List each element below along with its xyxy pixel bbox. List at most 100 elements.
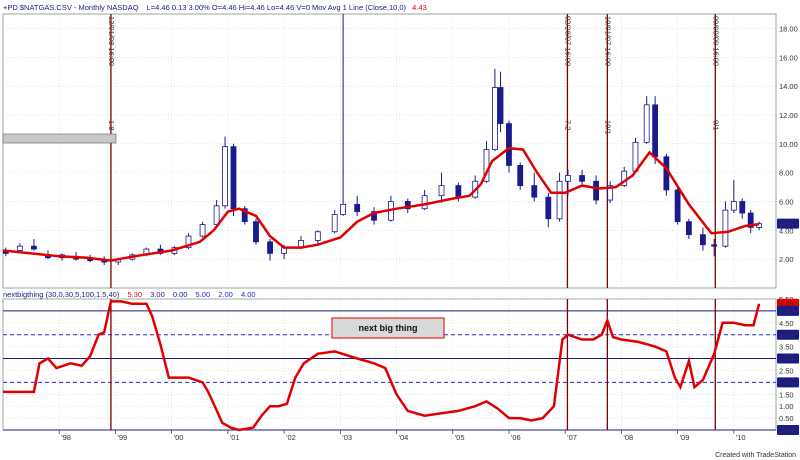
candle-body: [222, 146, 228, 207]
event-marker-label: 09/09/09 16:00: [711, 16, 720, 66]
price-grid: [3, 14, 776, 288]
event-markers: 12/01/98 16:00 1.8 02/28/07 16:00 7.2 10/01/…: [107, 14, 720, 288]
candle-body: [230, 146, 237, 210]
annotation-box: next big thing: [331, 317, 445, 339]
price-tick-label: 2.00: [779, 255, 794, 264]
price-tick-label: 14.00: [779, 82, 798, 91]
indicator-value-tag: [777, 353, 799, 364]
candle-body: [354, 203, 361, 212]
candle-body: [331, 214, 338, 233]
candle-body: [565, 175, 571, 182]
candle-body: [685, 221, 692, 236]
price-tick-label: 6.00: [779, 197, 794, 206]
moving-average-line: [2, 146, 760, 262]
indicator-tick-label: 0.50: [779, 414, 794, 423]
x-tick-label: '05: [455, 433, 465, 442]
indicator-value-3: 0.00: [173, 290, 188, 299]
quote-stats: L=4.46 0.13 3.00% O=4.46 Hi=4.46 Lo=4.46…: [147, 3, 407, 12]
chart-header: +PD $NATGAS.CSV - Monthly NASDAQ L=4.46 …: [3, 3, 427, 12]
event-marker-sublabel: 9/1: [711, 120, 720, 130]
indicator-value-tag: [777, 305, 799, 316]
event-marker-sublabel: 1.8: [107, 120, 116, 130]
indicator-value-tag-label: 5.00: [779, 307, 794, 316]
x-tick-label: '10: [736, 433, 746, 442]
indicator-value-5: 2.00: [218, 290, 233, 299]
last-price-tag: 4.46: [777, 218, 799, 229]
indicator-label: nextbigthing (30,0,30,5,100,1.5,40): [3, 290, 120, 299]
candle-body: [16, 245, 23, 251]
candle-body: [185, 235, 192, 249]
indicator-value-tag: [777, 377, 799, 388]
candles: [2, 14, 763, 265]
candle-body: [213, 205, 220, 225]
footer-credit: Created with TradeStation: [715, 452, 796, 459]
indicator-tick-label: 4.50: [779, 319, 794, 328]
x-tick-label: '02: [286, 433, 296, 442]
indicator-value-tag-label: 0.00: [779, 426, 794, 435]
candle-body: [700, 234, 706, 246]
indicator-header: nextbigthing (30,0,30,5,100,1.5,40) 5.30…: [3, 290, 256, 299]
candle-body: [267, 241, 273, 254]
x-tick-label: '00: [174, 433, 184, 442]
indicator-line: [3, 300, 761, 432]
candle-body: [497, 87, 504, 125]
candle-body: [314, 231, 321, 241]
price-tick-label: 12.00: [779, 111, 798, 120]
indicator-value-tags: 5.305.00 4.00 3.00 2.00 0.00: [777, 298, 799, 435]
price-panel: 2.00 4.00 6.00 8.00 10.00 12.00 14.00 16.00 18.0…: [2, 13, 799, 289]
candle-body: [531, 185, 538, 198]
x-tick-label: '04: [399, 433, 409, 442]
indicator-value-tag: [777, 329, 799, 340]
annotation-text: next big thing: [359, 323, 418, 333]
x-tick-label: '99: [117, 433, 127, 442]
indicator-value-tag: [777, 425, 799, 435]
x-tick-label: '07: [567, 433, 577, 442]
indicator-tick-label: 1.00: [779, 402, 794, 411]
event-marker-label: 02/28/07 16:00: [563, 16, 572, 66]
candle-body: [739, 201, 746, 214]
indicator-tick-label: 1.50: [779, 390, 794, 399]
candle-body: [517, 165, 524, 187]
price-tick-label: 8.00: [779, 169, 794, 178]
candle-body: [455, 185, 462, 198]
candle-body: [199, 224, 206, 237]
indicator-value-2: 3.00: [150, 290, 165, 299]
candle-body: [340, 203, 347, 215]
price-panel-frame: [2, 13, 777, 289]
symbol-label: +PD $NATGAS.CSV - Monthly NASDAQ: [3, 3, 139, 12]
price-tick-label: 18.00: [779, 24, 798, 33]
candle-body: [404, 201, 411, 210]
candle-body: [438, 185, 445, 197]
price-tick-label: 4.00: [779, 226, 794, 235]
indicator-tick-label: 2.50: [779, 366, 794, 375]
event-marker-sublabel: 10/1: [603, 120, 612, 135]
indicator-value-tag-label: 4.00: [779, 331, 794, 340]
candle-body: [730, 201, 737, 211]
price-tick-label: 16.00: [779, 53, 798, 62]
candle-body: [652, 104, 659, 158]
legend-swatch: [2, 133, 117, 144]
last-price-label: 4.46: [779, 220, 794, 229]
indicator-value-tag-label: 5.30: [779, 300, 794, 309]
ma-value: 4.43: [412, 3, 427, 12]
candle-body: [371, 211, 377, 221]
indicator-value-1: 5.30: [127, 290, 142, 299]
event-marker-label: 10/01/07 16:00: [603, 16, 612, 66]
candle-body: [556, 180, 563, 220]
indicator-value-tag-label: 2.00: [779, 378, 794, 387]
x-tick-label: '01: [230, 433, 240, 442]
candle-body: [492, 87, 498, 150]
price-y-axis: 2.00 4.00 6.00 8.00 10.00 12.00 14.00 16.00 18.0…: [779, 24, 798, 264]
candle-body: [421, 195, 428, 210]
candle-body: [31, 245, 37, 250]
x-axis: '98 '99 '00 '01 '02 '03 '04 '05 '06 '07 '08 '09 '10: [58, 430, 746, 442]
candle-body: [579, 175, 585, 182]
indicator-value-tag-label: 3.00: [779, 355, 794, 364]
x-tick-label: '03: [342, 433, 352, 442]
x-tick-label: '06: [511, 433, 521, 442]
event-marker-label: 12/01/98 16:00: [107, 16, 116, 66]
candle-body: [711, 244, 718, 247]
candle-body: [632, 141, 639, 172]
candle-body: [747, 212, 754, 228]
